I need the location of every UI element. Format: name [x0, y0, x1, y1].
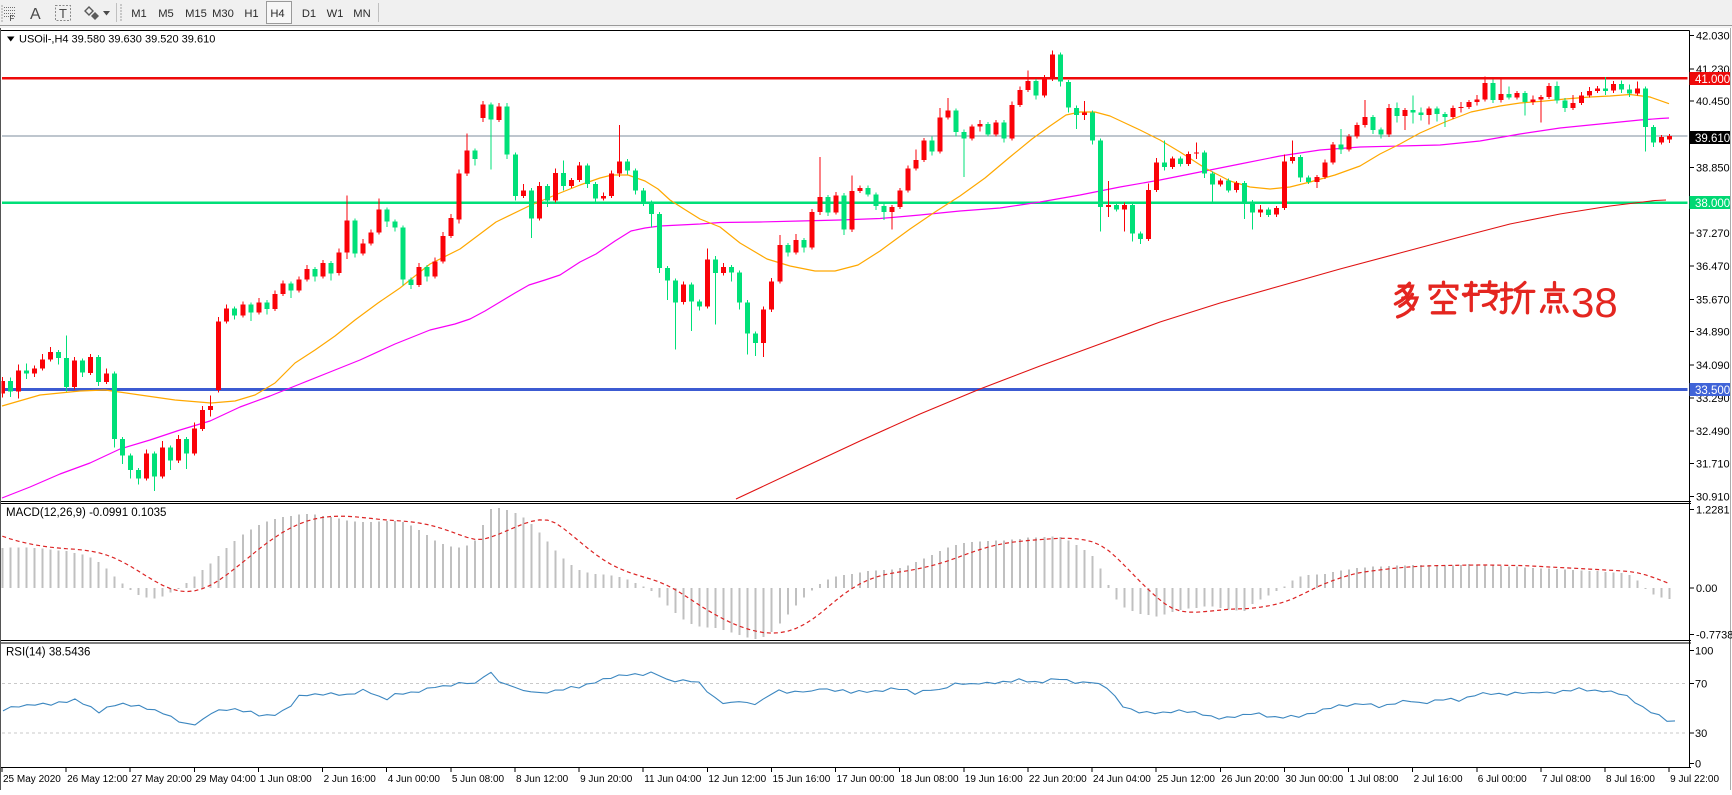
svg-text:2 Jun 16:00: 2 Jun 16:00 [324, 774, 377, 785]
svg-text:0: 0 [1695, 759, 1701, 771]
svg-text:8 Jul 16:00: 8 Jul 16:00 [1606, 774, 1655, 785]
svg-text:70: 70 [1695, 678, 1707, 690]
svg-text:1 Jul 08:00: 1 Jul 08:00 [1350, 774, 1399, 785]
svg-text:M15: M15 [185, 8, 207, 20]
svg-text:33.290: 33.290 [1696, 393, 1730, 405]
svg-text:34.890: 34.890 [1696, 327, 1730, 339]
svg-text:7 Jul 08:00: 7 Jul 08:00 [1542, 774, 1591, 785]
svg-text:9 Jul 22:00: 9 Jul 22:00 [1670, 774, 1719, 785]
svg-text:34.090: 34.090 [1696, 360, 1730, 372]
svg-text:15 Jun 16:00: 15 Jun 16:00 [772, 774, 830, 785]
svg-text:8 Jun 12:00: 8 Jun 12:00 [516, 774, 569, 785]
svg-text:27 May 20:00: 27 May 20:00 [131, 774, 192, 785]
svg-text:36.470: 36.470 [1696, 261, 1730, 273]
svg-text:D1: D1 [302, 8, 316, 20]
svg-text:32.490: 32.490 [1696, 426, 1730, 438]
svg-text:38.000: 38.000 [1695, 198, 1730, 210]
svg-text:H4: H4 [270, 8, 284, 20]
svg-text:41.000: 41.000 [1695, 74, 1730, 86]
svg-text:42.030: 42.030 [1696, 31, 1730, 43]
svg-text:24 Jun 04:00: 24 Jun 04:00 [1093, 774, 1151, 785]
svg-text:33.500: 33.500 [1695, 385, 1730, 397]
svg-text:11 Jun 04:00: 11 Jun 04:00 [644, 774, 702, 785]
svg-text:1.2281: 1.2281 [1696, 505, 1730, 517]
svg-text:0.00: 0.00 [1696, 583, 1717, 595]
svg-text:2 Jul 16:00: 2 Jul 16:00 [1414, 774, 1463, 785]
svg-text:H1: H1 [244, 8, 258, 20]
svg-text:30 Jun 00:00: 30 Jun 00:00 [1285, 774, 1343, 785]
svg-text:31.710: 31.710 [1696, 459, 1730, 471]
svg-text:12 Jun 12:00: 12 Jun 12:00 [708, 774, 766, 785]
svg-text:17 Jun 00:00: 17 Jun 00:00 [837, 774, 895, 785]
svg-text:29 May 04:00: 29 May 04:00 [195, 774, 256, 785]
svg-text:4 Jun 00:00: 4 Jun 00:00 [388, 774, 441, 785]
svg-text:M30: M30 [212, 8, 234, 20]
svg-text:25 Jun 12:00: 25 Jun 12:00 [1157, 774, 1215, 785]
svg-text:6 Jul 00:00: 6 Jul 00:00 [1478, 774, 1527, 785]
svg-text:38.850: 38.850 [1696, 162, 1730, 174]
svg-text:1 Jun 08:00: 1 Jun 08:00 [259, 774, 312, 785]
svg-text:22 Jun 20:00: 22 Jun 20:00 [1029, 774, 1087, 785]
svg-text:35.670: 35.670 [1696, 294, 1730, 306]
svg-text:F: F [10, 14, 15, 23]
svg-text:MACD(12,26,9) -0.0991 0.1035: MACD(12,26,9) -0.0991 0.1035 [6, 507, 166, 519]
svg-text:26 May 12:00: 26 May 12:00 [67, 774, 128, 785]
svg-text:A: A [30, 6, 41, 23]
svg-text:-0.7738: -0.7738 [1696, 629, 1732, 641]
svg-text:40.450: 40.450 [1696, 96, 1730, 108]
svg-text:RSI(14) 38.5436: RSI(14) 38.5436 [6, 647, 90, 659]
svg-text:30: 30 [1695, 728, 1707, 740]
svg-text:26 Jun 20:00: 26 Jun 20:00 [1221, 774, 1279, 785]
svg-text:9 Jun 20:00: 9 Jun 20:00 [580, 774, 633, 785]
svg-text:18 Jun 08:00: 18 Jun 08:00 [901, 774, 959, 785]
svg-text:T: T [59, 6, 67, 21]
svg-text:39.610: 39.610 [1695, 133, 1730, 145]
svg-text:M1: M1 [131, 8, 147, 20]
svg-text:USOil-,H4 39.580 39.630 39.52: USOil-,H4 39.580 39.630 39.520 39.610 [19, 34, 215, 46]
svg-text:W1: W1 [327, 8, 344, 20]
svg-text:25 May 2020: 25 May 2020 [3, 774, 61, 785]
svg-text:38: 38 [1571, 279, 1618, 326]
svg-text:100: 100 [1695, 645, 1713, 657]
svg-text:M5: M5 [158, 8, 174, 20]
svg-text:19 Jun 16:00: 19 Jun 16:00 [965, 774, 1023, 785]
svg-text:37.270: 37.270 [1696, 228, 1730, 240]
svg-text:5 Jun 08:00: 5 Jun 08:00 [452, 774, 505, 785]
svg-text:MN: MN [353, 8, 370, 20]
svg-text:30.910: 30.910 [1696, 492, 1730, 504]
